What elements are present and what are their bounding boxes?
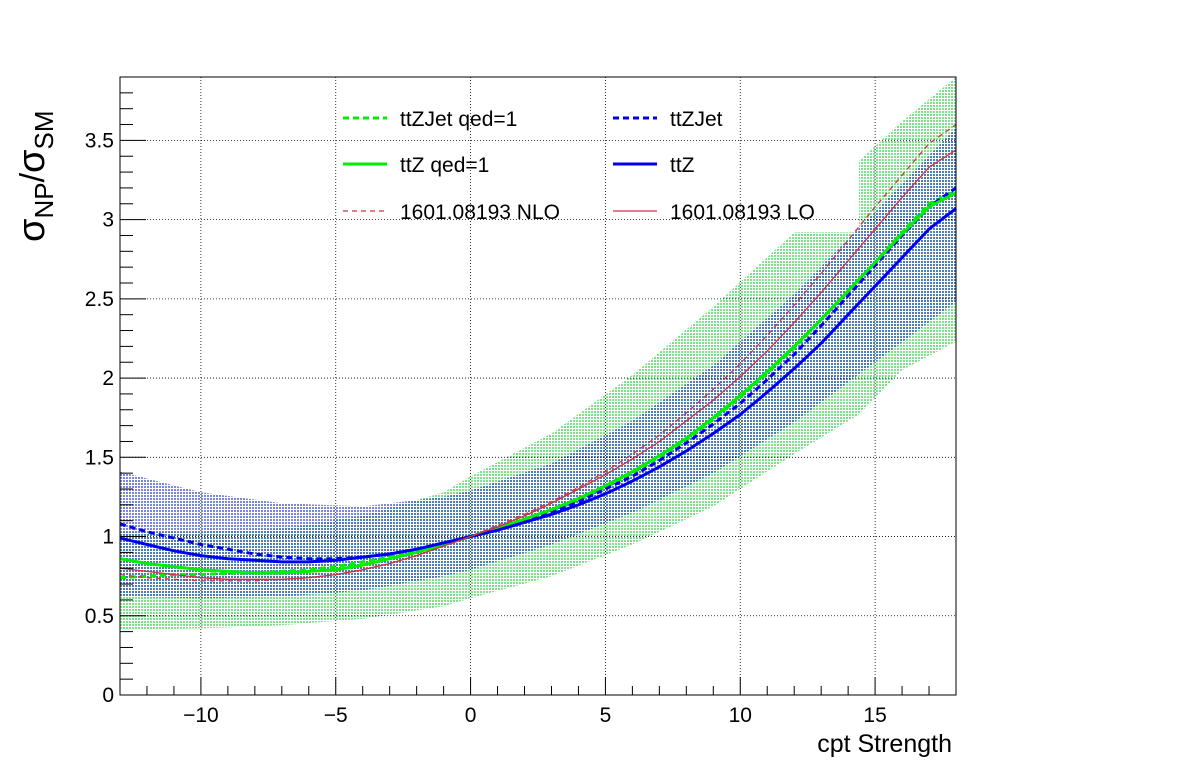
series-line xyxy=(119,149,957,580)
x-tick-label: 5 xyxy=(600,704,612,727)
uncertainty-band xyxy=(120,127,956,599)
legend-label: ttZJet xyxy=(670,108,723,131)
axis-ticks xyxy=(119,76,957,696)
x-axis-label: cpt Strength xyxy=(817,730,952,758)
x-tick-label: −10 xyxy=(183,704,219,727)
svg-text:σNP/σSM: σNP/σSM xyxy=(11,111,59,242)
series-line xyxy=(119,186,957,561)
y-axis-label-slash: / xyxy=(14,172,52,182)
y-tick-label: 1.5 xyxy=(85,446,114,469)
legend-label: ttZ xyxy=(670,154,695,177)
legend-label: ttZ qed=1 xyxy=(400,154,489,177)
series-line xyxy=(119,123,957,582)
y-tick-label: 0.5 xyxy=(85,605,114,628)
legend-label: 1601.08193 NLO xyxy=(400,201,560,224)
y-axis-label-subscript: SM xyxy=(29,111,59,150)
y-tick-label: 0 xyxy=(102,684,114,707)
y-tick-label: 3 xyxy=(102,209,114,232)
plot-frame xyxy=(119,76,957,696)
series-line xyxy=(119,189,957,580)
y-axis-label-subscript: NP xyxy=(29,182,59,218)
x-tick-label: 10 xyxy=(729,704,752,727)
x-tick-label: 15 xyxy=(863,704,886,727)
x-tick-label: −5 xyxy=(324,704,348,727)
y-tick-label: 3.5 xyxy=(85,129,114,152)
y-axis-label-symbol: σ xyxy=(11,219,53,242)
legend: ttZJet qed=1 ttZJet ttZ qed=1 ttZ 1601.08193… xyxy=(343,108,815,224)
series-lines xyxy=(119,123,957,582)
legend-label: 1601.08193 LO xyxy=(670,201,815,224)
y-tick-label: 2.5 xyxy=(85,288,114,311)
y-axis-label: σNP/σSM xyxy=(11,111,59,242)
grid xyxy=(120,77,956,695)
x-tick-label: 0 xyxy=(465,704,477,727)
legend-label: ttZJet qed=1 xyxy=(400,108,517,131)
tick-labels: −10 −5 0 5 10 15 0 0.5 1 1.5 2 2.5 3 3.5 xyxy=(85,129,887,727)
y-axis-label-symbol: σ xyxy=(11,150,53,173)
y-tick-label: 2 xyxy=(102,367,114,390)
series-line xyxy=(119,191,957,575)
series-line xyxy=(119,207,957,564)
y-tick-label: 1 xyxy=(102,526,114,549)
